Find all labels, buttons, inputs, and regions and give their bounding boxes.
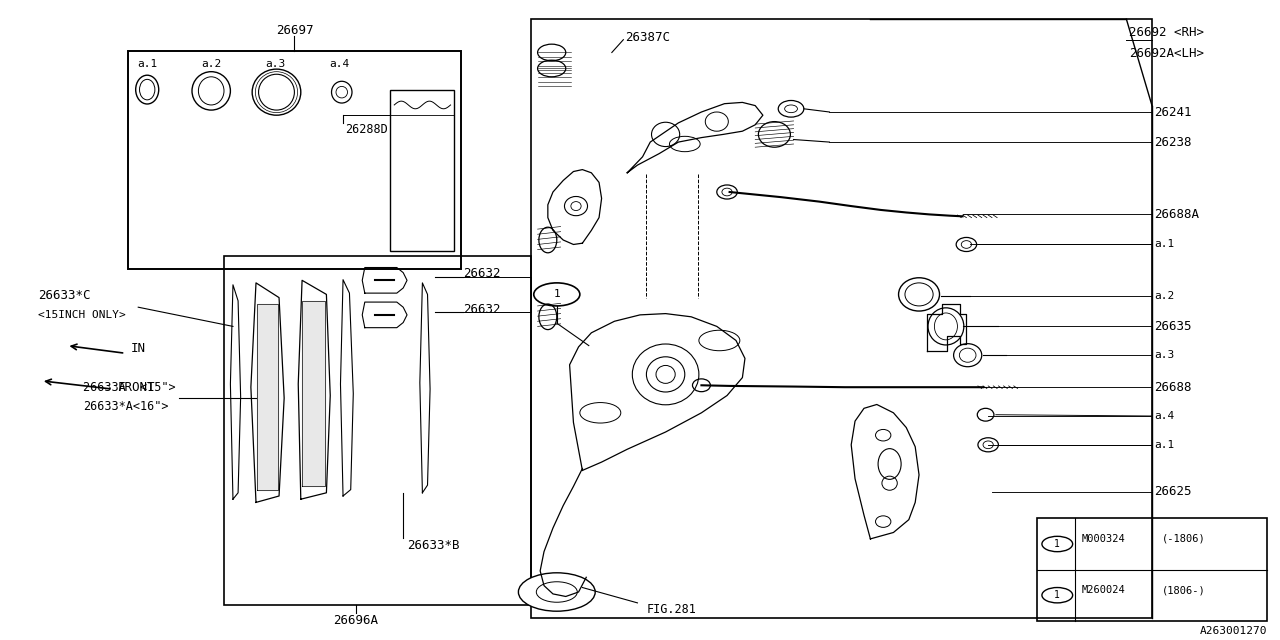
Circle shape [534,283,580,306]
Text: 26688: 26688 [1155,381,1192,394]
Text: 26692 <RH>: 26692 <RH> [1129,26,1204,38]
Text: M000324: M000324 [1082,534,1125,544]
Circle shape [1042,588,1073,603]
Text: FIG.281: FIG.281 [646,603,696,616]
Text: 26288D: 26288D [346,123,388,136]
Text: 1: 1 [553,289,561,300]
Text: 26633*C: 26633*C [38,289,91,302]
Text: a.1: a.1 [1155,440,1175,450]
Text: a.1: a.1 [1155,239,1175,250]
Text: A263001270: A263001270 [1199,626,1267,636]
Text: 26632: 26632 [463,268,500,280]
Text: 26632: 26632 [463,303,500,316]
Text: 26696A: 26696A [333,614,379,627]
Text: a.4: a.4 [1155,411,1175,421]
Text: IN: IN [131,342,146,355]
Text: (1806-): (1806-) [1162,585,1206,595]
Circle shape [1042,536,1073,552]
Text: 26625: 26625 [1155,485,1192,498]
Text: <15INCH ONLY>: <15INCH ONLY> [38,310,127,320]
Text: 26633*B: 26633*B [407,539,460,552]
Text: 26633*A<16">: 26633*A<16"> [83,400,169,413]
Text: M260024: M260024 [1082,585,1125,595]
Text: 26697: 26697 [275,24,314,36]
Text: 26688A: 26688A [1155,208,1199,221]
Text: a.3: a.3 [1155,350,1175,360]
Text: 26241: 26241 [1155,106,1192,118]
Text: 1: 1 [1055,590,1060,600]
Text: 1: 1 [1055,539,1060,549]
Text: a.2: a.2 [1155,291,1175,301]
Text: 26387C: 26387C [625,31,669,44]
Text: (-1806): (-1806) [1162,534,1206,544]
Text: a.1: a.1 [137,59,157,69]
Text: 26633A  <15">: 26633A <15"> [83,381,175,394]
Text: 26692A<LH>: 26692A<LH> [1129,47,1204,60]
Text: a.2: a.2 [201,59,221,69]
Circle shape [518,573,595,611]
Text: FRONT: FRONT [118,381,155,394]
Text: 26238: 26238 [1155,136,1192,148]
Text: a.3: a.3 [265,59,285,69]
Text: 26635: 26635 [1155,320,1192,333]
Text: a.4: a.4 [329,59,349,69]
